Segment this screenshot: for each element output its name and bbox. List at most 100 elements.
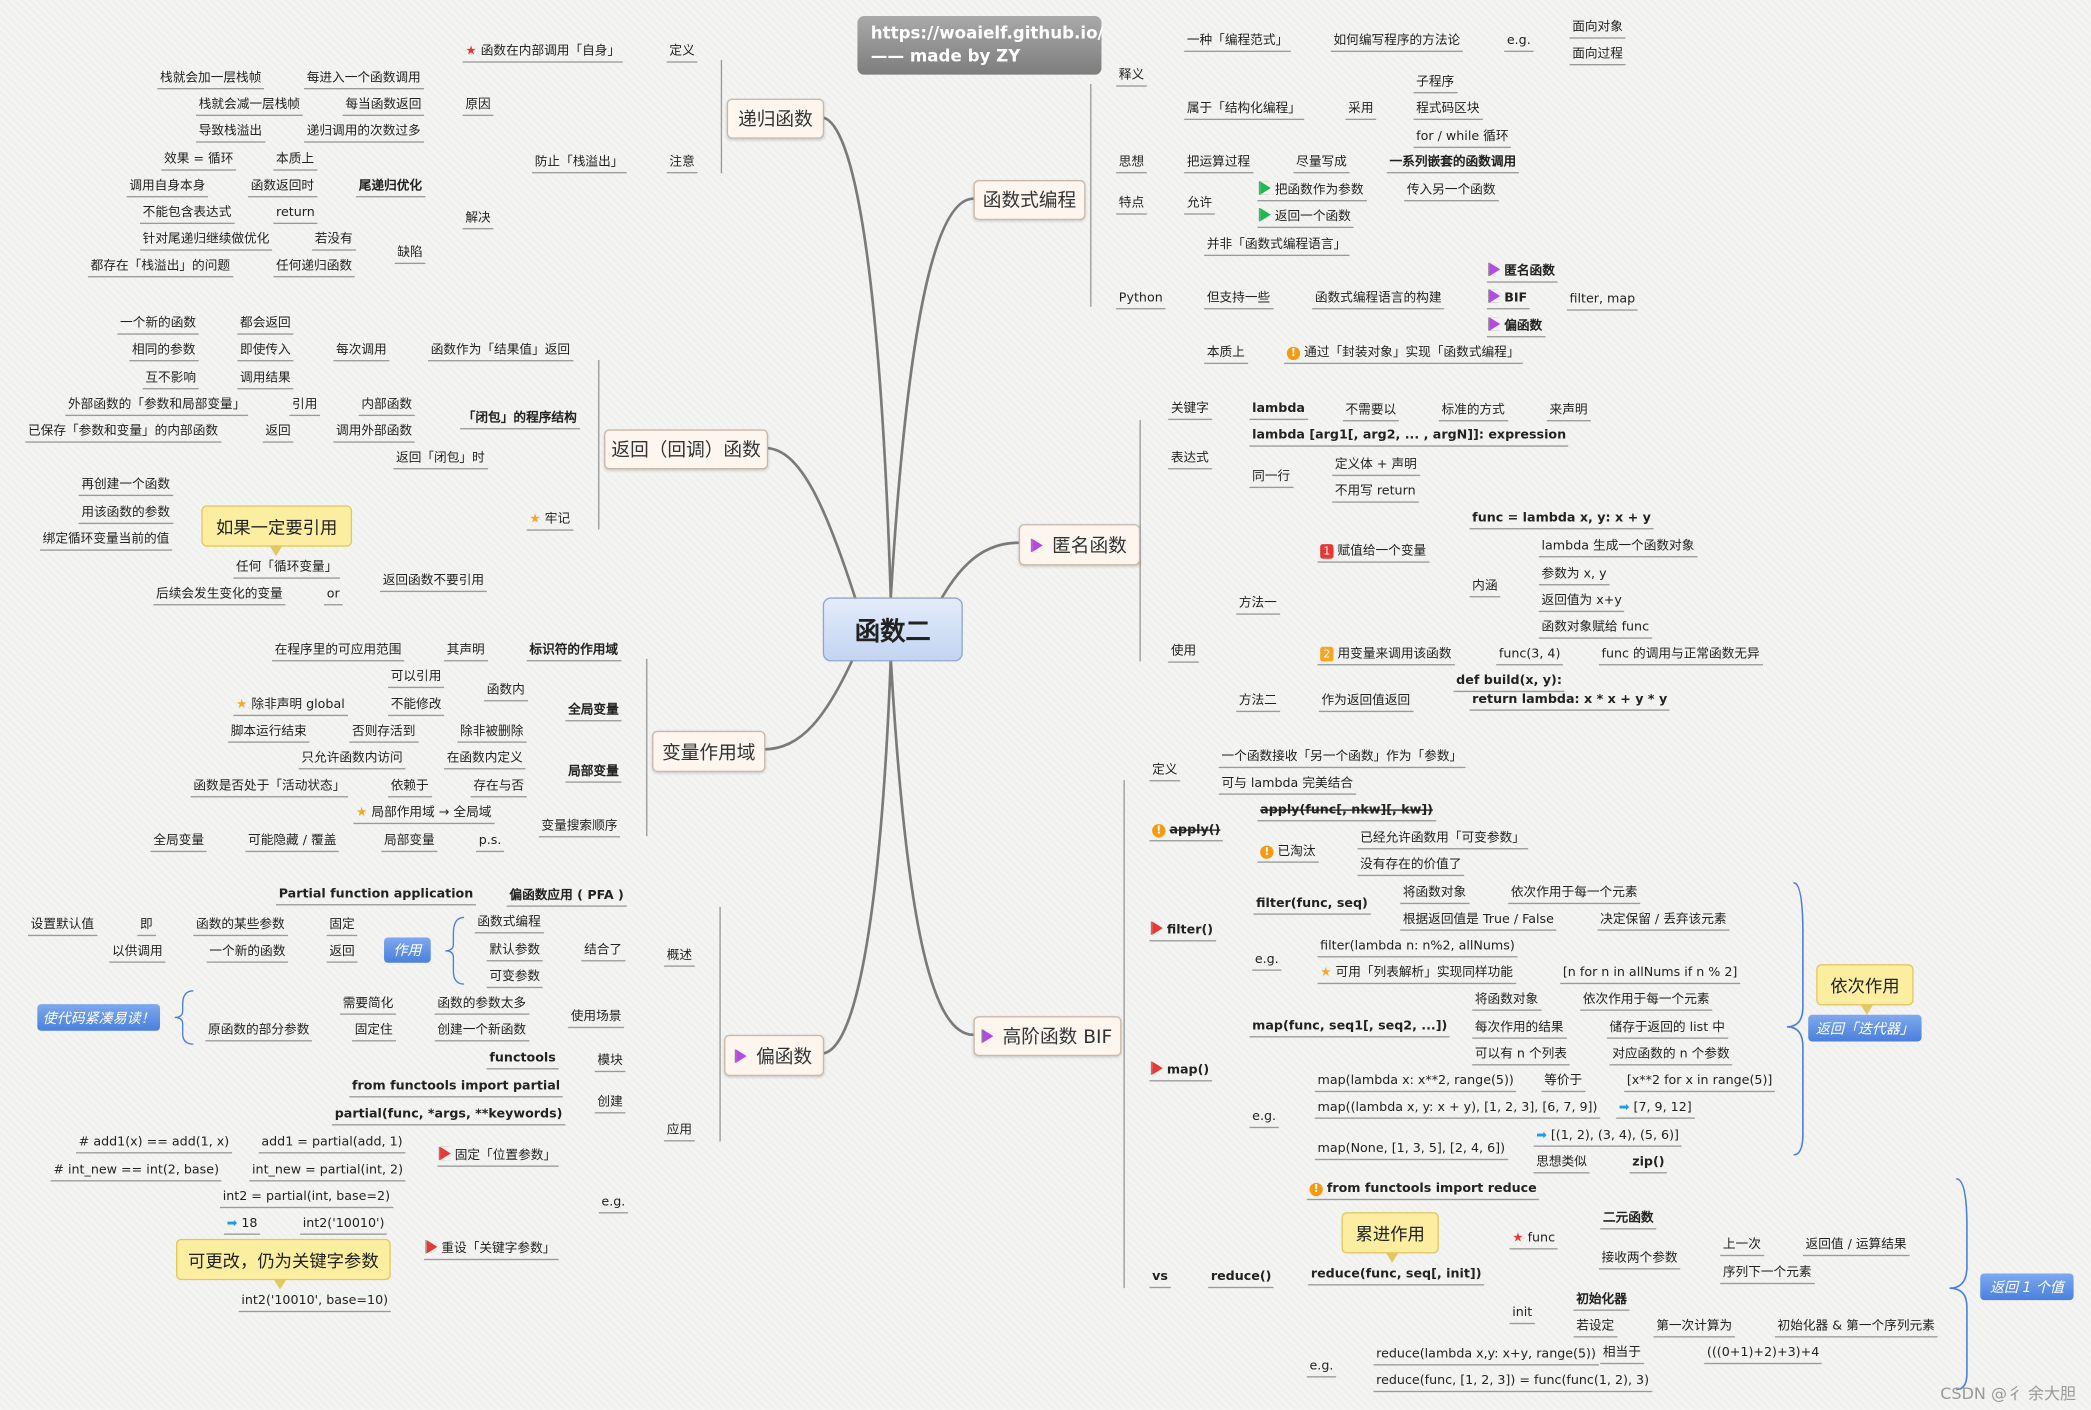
functional-node[interactable]: e.g. <box>1504 32 1534 53</box>
lambda-node[interactable]: return lambda: x * x + y * y <box>1469 691 1670 711</box>
topic-higher-order-bif[interactable]: 高阶函数 BIF <box>973 1016 1122 1057</box>
return-func-node[interactable]: 每次调用 <box>333 341 390 362</box>
functional-node[interactable]: 如何编写程序的方法论 <box>1330 32 1463 53</box>
return-func-node[interactable]: 外部函数的「参数和局部变量」 <box>65 396 249 417</box>
topic-partial-function[interactable]: 偏函数 <box>724 1034 825 1077</box>
bif-node[interactable]: [x**2 for x in range(5)] <box>1624 1072 1776 1093</box>
functional-node[interactable]: 采用 <box>1345 100 1377 121</box>
partial-node[interactable]: from functools import partial <box>349 1077 563 1098</box>
bif-node[interactable]: 等价于 <box>1541 1072 1585 1093</box>
functional-node[interactable]: 传入另一个函数 <box>1404 181 1499 202</box>
lambda-node[interactable]: def build(x, y): <box>1453 672 1565 693</box>
partial-node[interactable]: 结合了 <box>581 941 625 962</box>
recursion-node[interactable]: return <box>273 204 318 225</box>
bif-node[interactable]: 将函数对象 <box>1400 884 1469 905</box>
functional-node[interactable]: 允许 <box>1184 195 1215 215</box>
lambda-node[interactable]: 定义体 + 声明 <box>1332 456 1420 477</box>
bif-node[interactable]: map(func, seq1[, seq2, ...]) <box>1249 1017 1450 1038</box>
recursion-node[interactable]: 尾递归优化 <box>356 177 425 198</box>
bif-node[interactable]: ➡ [(1, 2), (3, 4), (5, 6)] <box>1533 1127 1682 1147</box>
bif-node[interactable]: 接收两个参数 <box>1598 1249 1681 1270</box>
partial-node[interactable]: Partial function application <box>276 885 476 906</box>
recursion-node[interactable]: 递归调用的次数过多 <box>304 123 424 143</box>
bif-node[interactable]: map(None, [1, 3, 5], [2, 4, 6]) <box>1314 1140 1508 1161</box>
functional-node[interactable]: 偏函数 <box>1486 317 1545 338</box>
scope-node[interactable]: 全局变量 <box>565 701 622 722</box>
bif-node[interactable]: 序列下一个元素 <box>1720 1264 1815 1285</box>
bif-node[interactable]: reduce() <box>1208 1268 1275 1289</box>
recursion-node[interactable]: 调用自身本身 <box>126 177 209 198</box>
partial-node[interactable]: 创建一个新函数 <box>434 1021 529 1042</box>
bif-node[interactable]: ★ 可用「列表解析」实现同样功能 <box>1317 964 1516 985</box>
recursion-node[interactable]: 导致栈溢出 <box>196 123 265 143</box>
scope-node[interactable]: ★ 除非声明 global <box>233 696 348 717</box>
functional-node[interactable]: 特点 <box>1116 195 1147 215</box>
bif-node[interactable]: ! 已淘汰 <box>1257 843 1319 863</box>
return-func-node[interactable]: 内部函数 <box>358 396 415 417</box>
bif-node[interactable]: 可与 lambda 完美结合 <box>1218 775 1356 795</box>
bif-node[interactable]: 初始化器 <box>1573 1291 1630 1311</box>
functional-node[interactable]: 一种「编程范式」 <box>1184 32 1291 53</box>
bif-node[interactable]: filter(lambda n: n%2, allNums) <box>1317 937 1518 958</box>
topic-return-function[interactable]: 返回（回调）函数 <box>604 429 769 470</box>
recursion-node[interactable]: 任何递归函数 <box>273 257 355 278</box>
recursion-node[interactable]: 定义 <box>666 43 698 63</box>
lambda-node[interactable]: 方法二 <box>1236 692 1280 713</box>
recursion-node[interactable]: 栈就会加一层栈帧 <box>157 69 265 90</box>
bif-node[interactable]: filter() <box>1149 921 1216 942</box>
topic-functional-programming[interactable]: 函数式编程 <box>973 180 1086 221</box>
bif-node[interactable]: map(lambda x: x**2, range(5)) <box>1314 1072 1517 1093</box>
return-func-node[interactable]: 用该函数的参数 <box>78 504 173 525</box>
functional-node[interactable]: 子程序 <box>1413 73 1457 94</box>
lambda-node[interactable]: 表达式 <box>1168 449 1212 470</box>
scope-node[interactable]: 除非被删除 <box>457 723 527 743</box>
return-func-node[interactable]: 返回函数不要引用 <box>380 572 487 593</box>
partial-node[interactable]: 固定「位置参数」 <box>437 1146 559 1167</box>
functional-node[interactable]: 面向对象 <box>1569 19 1626 39</box>
partial-node[interactable]: 固定住 <box>352 1021 396 1042</box>
functional-node[interactable]: 并非「函数式编程语言」 <box>1204 236 1349 257</box>
bif-node[interactable]: 二元函数 <box>1600 1209 1657 1230</box>
return-func-node[interactable]: 都会返回 <box>237 315 294 335</box>
return-func-node[interactable]: 引用 <box>289 396 321 417</box>
scope-node[interactable]: 函数是否处于「活动状态」 <box>190 777 349 798</box>
partial-node[interactable]: int2 = partial(int, base=2) <box>220 1188 393 1209</box>
scope-node[interactable]: 不能修改 <box>388 696 445 717</box>
lambda-node[interactable]: 1 赋值给一个变量 <box>1317 543 1429 563</box>
bif-node[interactable]: map((lambda x, y: x + y), [1, 2, 3], [6,… <box>1314 1099 1601 1119</box>
functional-node[interactable]: for / while 循环 <box>1413 128 1512 149</box>
bif-node[interactable]: e.g. <box>1252 951 1282 971</box>
recursion-node[interactable]: 针对尾递归继续做优化 <box>140 231 273 251</box>
scope-node[interactable]: p.s. <box>476 832 505 853</box>
functional-node[interactable]: 程式码区块 <box>1413 100 1483 121</box>
return-func-node[interactable]: 调用结果 <box>237 369 294 390</box>
bif-node[interactable]: apply(func[, nkw][, kw]) <box>1257 801 1436 822</box>
bif-node[interactable]: 依次作用于每一个元素 <box>1580 991 1713 1011</box>
partial-node[interactable]: 重设「关键字参数」 <box>424 1240 559 1261</box>
scope-node[interactable]: 其声明 <box>444 641 488 662</box>
recursion-node[interactable]: 若没有 <box>312 231 356 251</box>
topic-recursion[interactable]: 递归函数 <box>726 98 825 139</box>
return-func-node[interactable]: 一个新的函数 <box>117 315 199 335</box>
functional-node[interactable]: 尽量写成 <box>1293 153 1350 174</box>
bif-node[interactable]: ★ func <box>1509 1229 1558 1250</box>
functional-node[interactable]: BIF <box>1486 289 1530 310</box>
recursion-node[interactable]: 本质上 <box>273 151 317 171</box>
partial-node[interactable]: ➡ 18 <box>224 1215 261 1235</box>
bif-node[interactable]: 每次作用的结果 <box>1472 1019 1567 1039</box>
partial-node[interactable]: 一个新的函数 <box>206 943 289 963</box>
lambda-node[interactable]: 关键字 <box>1168 400 1212 421</box>
recursion-node[interactable]: 函数返回时 <box>248 177 317 198</box>
scope-node[interactable]: 可以引用 <box>388 668 445 689</box>
recursion-node[interactable]: 解决 <box>462 209 494 230</box>
functional-node[interactable]: filter, map <box>1566 291 1638 311</box>
recursion-node[interactable]: 原因 <box>462 96 494 117</box>
bif-node[interactable]: 相当于 <box>1600 1344 1644 1365</box>
functional-node[interactable]: 释义 <box>1116 67 1147 87</box>
recursion-node[interactable]: 注意 <box>666 153 698 174</box>
partial-node[interactable]: int_new = partial(int, 2) <box>249 1161 406 1182</box>
partial-node[interactable]: int2('10010', base=10) <box>238 1292 391 1313</box>
bif-node[interactable]: 对应函数的 n 个参数 <box>1609 1045 1733 1066</box>
bif-node[interactable]: reduce(func, seq[, init]) <box>1308 1265 1485 1286</box>
lambda-node[interactable]: 不需要以 <box>1342 401 1399 422</box>
